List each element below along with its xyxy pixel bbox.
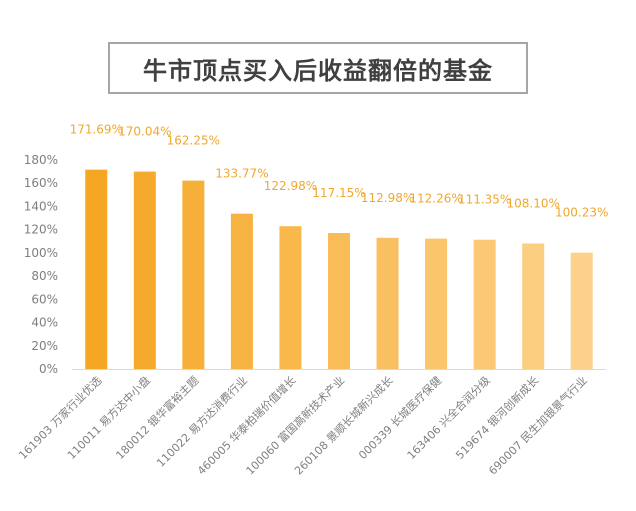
x-tick-label: 460005 华泰柏瑞价值增长 (194, 373, 298, 477)
data-label: 100.23% (555, 206, 608, 220)
x-tick-label: 180012 银华富裕主题 (113, 373, 202, 462)
bar (425, 238, 448, 369)
x-tick-label: 110011 易方达中小盘 (64, 373, 153, 462)
x-tick-label: 690007 民生加银景气行业 (486, 373, 590, 477)
x-tick-label: 519674 银河创新成长 (453, 373, 542, 462)
data-label: 108.10% (506, 196, 559, 210)
x-tick-label: 000339 长城医疗保健 (355, 373, 444, 462)
bar (85, 169, 108, 369)
bar (570, 252, 593, 369)
data-label: 171.69% (70, 123, 123, 137)
x-tick-label: 163406 兴全合润分级 (404, 373, 493, 462)
y-tick-label: 60% (31, 292, 58, 306)
data-label: 112.26% (409, 192, 462, 206)
data-label: 170.04% (118, 125, 171, 139)
y-tick-label: 140% (24, 199, 58, 213)
y-tick-label: 160% (24, 176, 58, 190)
x-tick-label: 260108 景顺长城新兴成长 (291, 373, 395, 477)
y-tick-label: 100% (24, 246, 58, 260)
data-label: 122.98% (264, 179, 317, 193)
data-label: 133.77% (215, 167, 268, 181)
data-label: 162.25% (167, 134, 220, 148)
x-tick-label: 100060 富国高新技术产业 (243, 373, 347, 477)
x-tick-label: 161903 万家行业优选 (16, 373, 105, 462)
bar (473, 239, 496, 369)
y-tick-label: 80% (31, 269, 58, 283)
bar (133, 171, 156, 369)
y-tick-label: 180% (24, 153, 58, 167)
y-tick-label: 20% (31, 339, 58, 353)
bar (328, 232, 350, 369)
x-tick-label: 110022 易方达消费行业 (154, 373, 251, 470)
y-tick-label: 120% (24, 223, 58, 237)
chart-title: 牛市顶点买入后收益翻倍的基金 (143, 56, 493, 85)
y-tick-label: 0% (39, 362, 58, 376)
data-label: 112.98% (361, 191, 414, 205)
bar (230, 213, 253, 369)
bar (182, 180, 205, 369)
bar (522, 243, 545, 369)
y-tick-label: 40% (31, 316, 58, 330)
chart-title-box: 牛市顶点买入后收益翻倍的基金 (108, 42, 528, 94)
data-label: 117.15% (312, 186, 365, 200)
data-label: 111.35% (458, 193, 511, 207)
bar (376, 237, 399, 369)
bar (279, 226, 302, 369)
